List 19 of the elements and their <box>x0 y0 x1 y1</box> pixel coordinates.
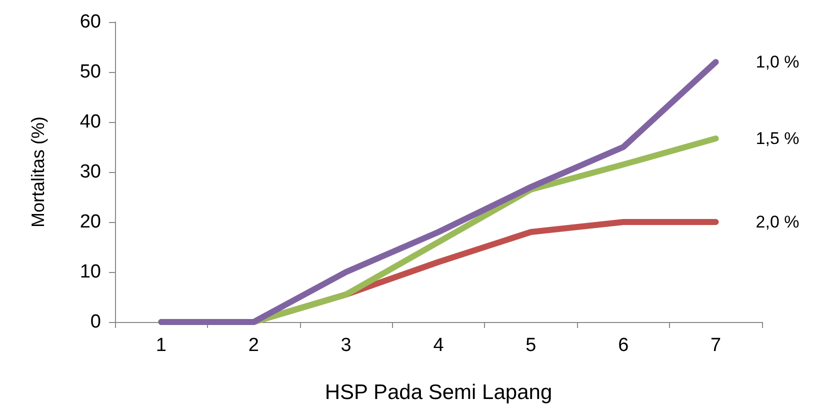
y-tick-label: 60 <box>80 12 101 32</box>
x-tick-label: 2 <box>248 335 259 356</box>
text: 2,0 % <box>756 212 800 232</box>
y-tick-label: 20 <box>80 212 101 232</box>
x-axis-title: HSP Pada Semi Lapang <box>324 381 552 404</box>
y-tick-label: 50 <box>80 62 101 82</box>
y-tick-label: 30 <box>80 162 101 182</box>
x-tick-label: 1 <box>156 335 167 356</box>
y-axis-title: Mortalitas (%) <box>28 116 48 228</box>
y-tick-label: 10 <box>80 262 101 282</box>
x-tick-label: 7 <box>710 335 722 356</box>
x-tick-label: 3 <box>340 335 352 356</box>
x-tick-label: 5 <box>526 335 536 356</box>
y-tick-label: 40 <box>80 112 101 132</box>
x-tick-label: 4 <box>433 335 444 356</box>
text: 1,0 % <box>756 52 800 72</box>
text: 1,5 % <box>756 129 800 148</box>
y-tick-label: 0 <box>90 312 101 332</box>
x-tick-label: 6 <box>618 335 629 356</box>
